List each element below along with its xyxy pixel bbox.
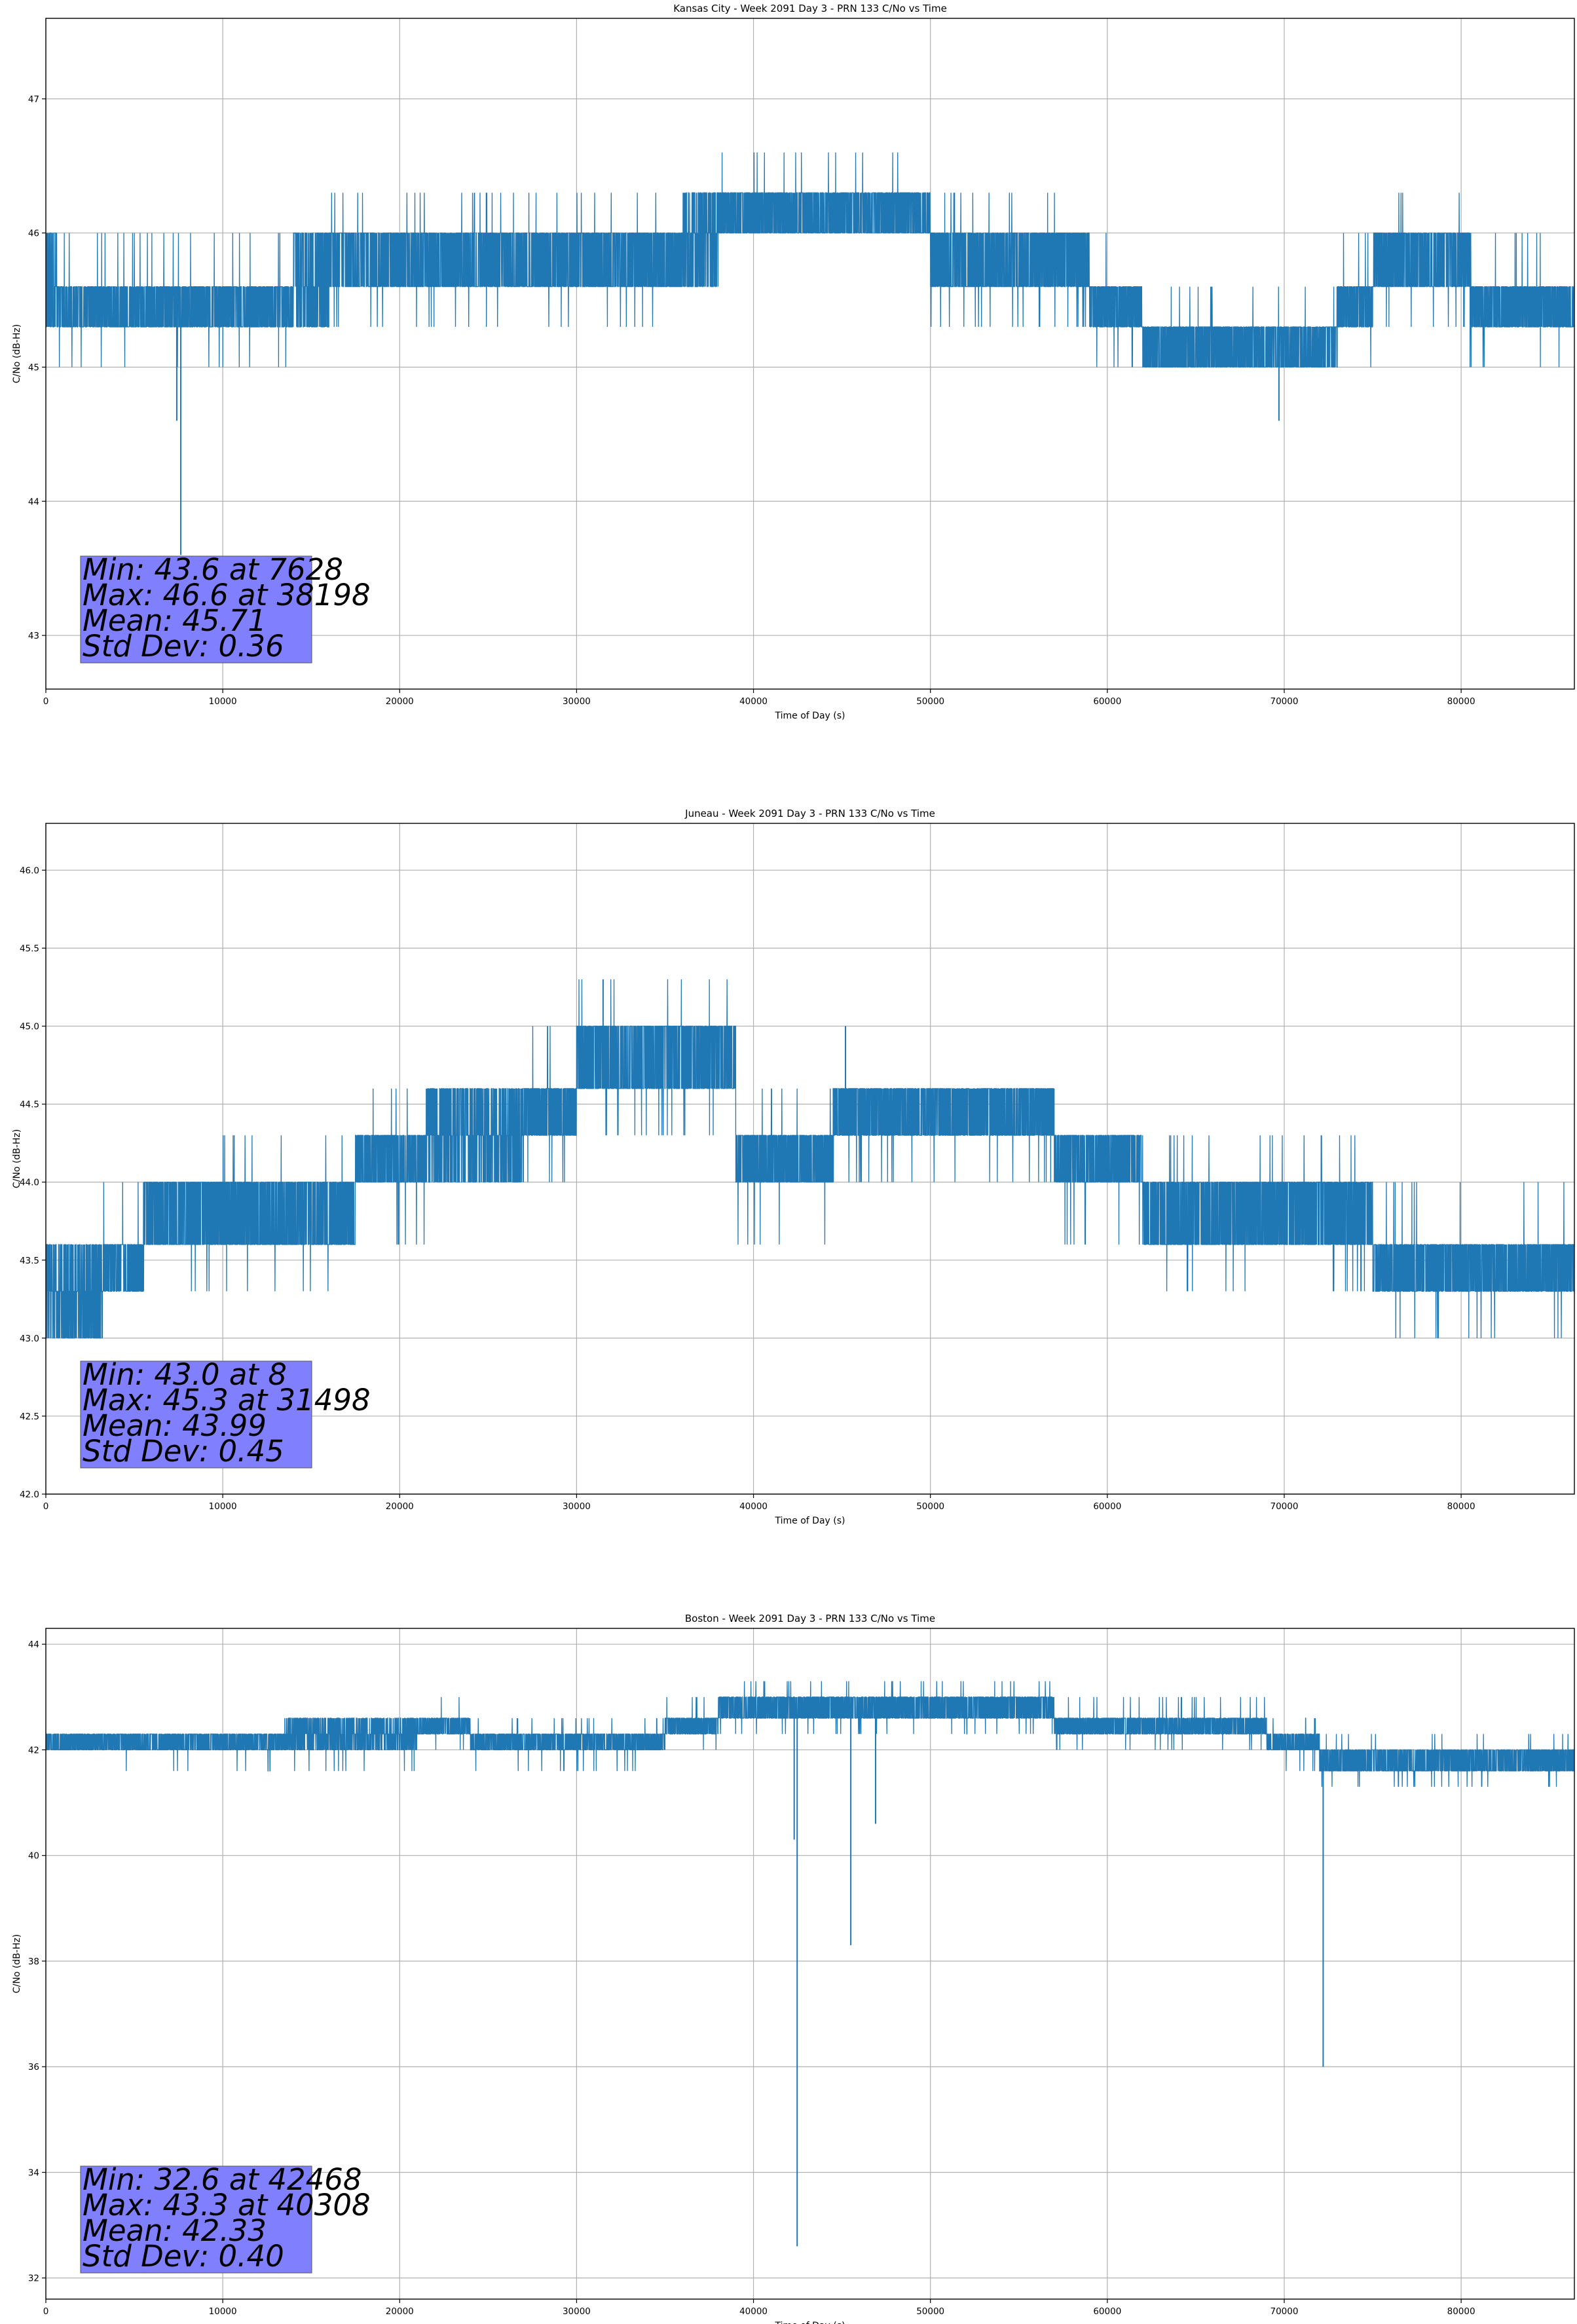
x-tick-label: 40000 [739, 1501, 768, 1512]
y-tick-label: 45 [28, 362, 39, 373]
axes-frame [45, 1628, 1575, 2300]
y-tick-label: 36 [28, 2062, 39, 2072]
stats-min: Min: 43.6 at 7628 [83, 552, 343, 587]
x-tick-label: 50000 [916, 1501, 944, 1512]
x-tick-label: 70000 [1270, 696, 1298, 707]
stats-mean: Mean: 42.33 [83, 2213, 267, 2248]
y-axis-label: C/No (dB-Hz) [12, 1934, 22, 1993]
x-tick-label: 10000 [209, 696, 237, 707]
axes-frame [45, 18, 1575, 690]
x-tick-label: 40000 [739, 696, 768, 707]
x-tick-label: 70000 [1270, 1501, 1298, 1512]
cno-trace [46, 152, 1574, 368]
chart-title: Boston - Week 2091 Day 3 - PRN 133 C/No … [685, 1613, 935, 1624]
x-tick-label: 40000 [739, 2306, 768, 2317]
x-tick-label: 30000 [563, 696, 591, 707]
stats-min: Min: 32.6 at 42468 [83, 2162, 362, 2197]
x-axis-label: Time of Day (s) [775, 2321, 845, 2324]
axes-frame [45, 823, 1575, 1495]
y-tick-label: 40 [28, 1851, 39, 1862]
y-tick-label: 43.5 [20, 1256, 39, 1266]
x-axis-label: Time of Day (s) [775, 711, 845, 721]
series-cno-line [46, 152, 1574, 555]
stats-mean: Mean: 43.99 [83, 1408, 267, 1443]
y-tick-label: 45.5 [20, 944, 39, 954]
x-tick-label: 60000 [1093, 696, 1121, 707]
chart-3: 0 10000 20000 30000 40000 50000 60000 70000 8000… [12, 1613, 1575, 2324]
x-tick-label: 20000 [386, 2306, 414, 2317]
y-axis-label: C/No (dB-Hz) [12, 1129, 22, 1188]
x-tick-label: 50000 [916, 2306, 944, 2317]
series-cno-line [46, 979, 1574, 1339]
stats-box-background [80, 555, 312, 664]
y-tick-label: 45.0 [20, 1022, 39, 1032]
x-axis-label: Time of Day (s) [775, 1516, 845, 1526]
cno-trace [46, 979, 1574, 1339]
x-tick-label: 60000 [1093, 1501, 1121, 1512]
x-tick-label: 30000 [563, 2306, 591, 2317]
x-tick-label: 0 [43, 696, 49, 707]
chart-2: 0 10000 20000 30000 40000 50000 60000 70000 8000… [12, 808, 1575, 1526]
y-tick-label: 42.0 [20, 1490, 39, 1500]
stats-box-background [80, 2165, 312, 2274]
x-tick-label: 0 [43, 1501, 49, 1512]
stats-box-background [80, 1360, 312, 1469]
x-tick-label: 50000 [916, 696, 944, 707]
y-tick-label: 44.0 [20, 1178, 39, 1188]
y-tick-label: 46 [28, 229, 39, 239]
stats-max: Max: 43.3 at 40308 [83, 2188, 371, 2222]
y-tick-label: 43 [28, 631, 39, 641]
x-tick-label: 0 [43, 2306, 49, 2317]
x-tick-label: 80000 [1447, 696, 1475, 707]
y-tick-label: 43.0 [20, 1334, 39, 1344]
stats-std-dev: Std Dev: 0.36 [83, 629, 284, 664]
stats-max: Max: 46.6 at 38198 [83, 578, 371, 612]
chart-title: Juneau - Week 2091 Day 3 - PRN 133 C/No … [684, 808, 935, 819]
x-tick-label: 70000 [1270, 2306, 1298, 2317]
x-tick-label: 20000 [386, 696, 414, 707]
y-tick-label: 44 [28, 497, 39, 507]
x-tick-label: 10000 [209, 1501, 237, 1512]
stats-std-dev: Std Dev: 0.40 [83, 2239, 284, 2274]
x-tick-label: 10000 [209, 2306, 237, 2317]
x-tick-label: 80000 [1447, 1501, 1475, 1512]
y-tick-label: 34 [28, 2167, 39, 2178]
y-tick-label: 32 [28, 2274, 39, 2284]
y-tick-label: 42.5 [20, 1412, 39, 1422]
cno-trace [46, 1681, 1574, 1787]
x-tick-label: 30000 [563, 1501, 591, 1512]
stats-mean: Mean: 45.71 [83, 603, 267, 638]
stats-min: Min: 43.0 at 8 [83, 1357, 287, 1392]
x-tick-label: 20000 [386, 1501, 414, 1512]
y-tick-label: 46.0 [20, 865, 39, 876]
y-axis-label: C/No (dB-Hz) [12, 324, 22, 383]
y-tick-label: 47 [28, 94, 39, 105]
y-tick-label: 38 [28, 1957, 39, 1967]
x-tick-label: 80000 [1447, 2306, 1475, 2317]
y-tick-label: 44.5 [20, 1100, 39, 1110]
chart-1: 0 10000 20000 30000 40000 50000 60000 70000 8000… [12, 3, 1575, 721]
stats-max: Max: 45.3 at 31498 [83, 1383, 371, 1417]
y-tick-label: 44 [28, 1640, 39, 1650]
chart-title: Kansas City - Week 2091 Day 3 - PRN 133 … [673, 3, 947, 14]
series-cno-line [46, 1681, 1574, 2247]
stats-std-dev: Std Dev: 0.45 [83, 1434, 284, 1469]
x-tick-label: 60000 [1093, 2306, 1121, 2317]
y-tick-label: 42 [28, 1745, 39, 1755]
